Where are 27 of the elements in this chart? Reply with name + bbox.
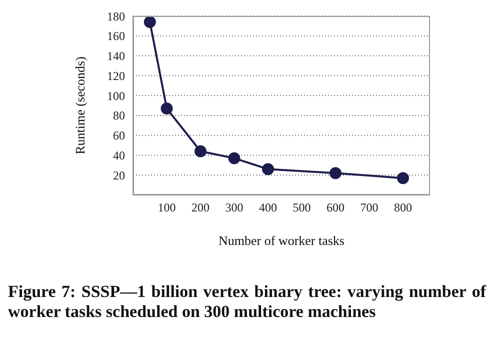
point (194, 145, 206, 158)
y-tick-label: 80 (113, 108, 125, 123)
x-tick-label: 700 (360, 200, 378, 215)
caption: Figure 7: SSSP—1 billion vertex binary tree: varying number of worker tasks scheduled on 300 multicore machines (8, 282, 486, 322)
point (228, 152, 240, 164)
point (144, 16, 156, 28)
point (262, 163, 274, 176)
x-axis-title: Number of worker tasks (218, 233, 344, 248)
point (330, 167, 342, 180)
y-tick-label: 140 (107, 49, 125, 64)
y-tick-label: 20 (113, 168, 125, 182)
x-tick-label: 500 (292, 200, 311, 215)
point (160, 102, 173, 114)
y-tick-label: 100 (107, 88, 125, 103)
x-tick-label: 200 (192, 200, 210, 215)
x-tick-label: 600 (326, 200, 344, 215)
y-tick-label: 180 (107, 9, 125, 24)
y-tick-label: 160 (107, 29, 125, 44)
y-tick-label: 40 (113, 148, 125, 162)
y-tick-label: 60 (113, 128, 125, 143)
x-tick-label: 300 (225, 200, 244, 215)
x-tick-label: 100 (158, 200, 176, 215)
x-tick-label: 400 (259, 200, 277, 215)
x-tick-label: 800 (394, 200, 412, 215)
y-tick-label: 120 (107, 68, 125, 83)
point (397, 172, 409, 184)
y-axis-title: Runtime (seconds) (72, 56, 88, 154)
